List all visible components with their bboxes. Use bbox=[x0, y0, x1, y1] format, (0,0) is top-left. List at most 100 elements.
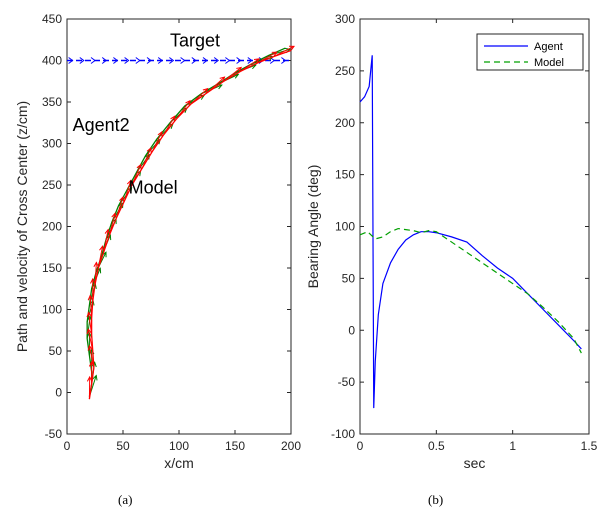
y-tick-label: 0 bbox=[55, 386, 62, 400]
y-tick-label: 50 bbox=[342, 271, 356, 285]
y-tick-label: 0 bbox=[348, 323, 355, 337]
annotation-agent2: Agent2 bbox=[73, 115, 130, 135]
y-axis-label: Bearing Angle (deg) bbox=[305, 165, 321, 289]
target-arrow bbox=[247, 57, 253, 64]
velocity-arrow-agent2 bbox=[145, 139, 161, 157]
velocity-arrow-model bbox=[151, 131, 163, 153]
y-tick-label: -50 bbox=[45, 427, 63, 441]
target-arrow bbox=[101, 57, 108, 64]
target-arrow bbox=[281, 57, 287, 64]
velocity-arrow-model bbox=[273, 45, 295, 57]
y-tick-label: -50 bbox=[338, 375, 356, 389]
y-tick-label: 450 bbox=[42, 12, 62, 26]
arrow-head-model bbox=[289, 45, 295, 51]
x-axis-label: sec bbox=[464, 455, 486, 471]
y-tick-label: 400 bbox=[42, 54, 62, 68]
legend-label-agent: Agent bbox=[534, 41, 563, 53]
legend-box bbox=[476, 33, 584, 71]
arrow-head-model bbox=[99, 245, 105, 252]
annotation-target: Target bbox=[170, 30, 220, 50]
x-tick-label: 50 bbox=[116, 439, 130, 453]
target-arrow bbox=[202, 57, 208, 64]
velocity-arrow-model bbox=[123, 180, 132, 202]
velocity-arrow-model bbox=[88, 312, 93, 335]
velocity-arrow-model bbox=[131, 164, 142, 186]
y-tick-label: 300 bbox=[42, 137, 62, 151]
arrow-head-agent2 bbox=[126, 186, 133, 193]
arrow-head-model bbox=[170, 115, 176, 122]
target-arrow bbox=[225, 57, 231, 64]
arrow-head-model bbox=[86, 328, 92, 335]
velocity-arrow-model bbox=[94, 262, 97, 285]
velocity-arrow-model bbox=[87, 329, 94, 352]
velocity-arrow-model bbox=[190, 88, 209, 105]
x-tick-label: 0.5 bbox=[428, 439, 445, 453]
x-tick-label: 150 bbox=[225, 439, 245, 453]
velocity-arrow-model bbox=[176, 100, 191, 119]
arrow-head-model bbox=[126, 179, 133, 186]
x-tick-label: 1 bbox=[509, 439, 516, 453]
arrow-head-model bbox=[219, 76, 226, 82]
x-tick-label: 1.5 bbox=[581, 439, 598, 453]
velocity-arrow-model bbox=[97, 246, 104, 269]
arrow-head-model bbox=[202, 87, 209, 94]
plot-frame bbox=[359, 18, 590, 435]
arrow-head-agent2 bbox=[92, 374, 98, 381]
target-arrow bbox=[124, 57, 130, 64]
y-axis-label: Path and velocity of Cross Center (z/cm) bbox=[14, 101, 30, 352]
y-tick-label: 250 bbox=[42, 178, 62, 192]
arrow-head-model bbox=[236, 66, 243, 73]
x-axis-label: x/cm bbox=[164, 455, 194, 471]
velocity-arrow-model bbox=[162, 115, 176, 136]
y-tick-label: 50 bbox=[49, 344, 63, 358]
velocity-arrow-model bbox=[207, 76, 225, 93]
y-tick-label: -100 bbox=[331, 427, 355, 441]
arrow-head-model bbox=[90, 277, 96, 284]
velocity-arrow-model bbox=[89, 295, 93, 318]
velocity-arrow-model bbox=[257, 51, 278, 64]
velocity-arrow-model bbox=[240, 58, 260, 72]
chart-a-path-velocity: 0 50 100 150 200-500501001502002503003504004… bbox=[14, 12, 301, 471]
x-tick-label: 200 bbox=[281, 439, 301, 453]
arrow-head-model bbox=[253, 58, 260, 64]
velocity-arrow-model bbox=[141, 147, 152, 169]
y-tick-label: 150 bbox=[42, 261, 62, 275]
target-arrow bbox=[90, 57, 96, 64]
x-tick-label: 100 bbox=[169, 439, 189, 453]
target-arrow bbox=[68, 57, 74, 64]
y-tick-label: 150 bbox=[335, 168, 355, 182]
target-arrow bbox=[135, 57, 141, 64]
annotation-model: Model bbox=[129, 177, 178, 197]
target-arrow bbox=[169, 57, 175, 64]
velocity-arrow-model bbox=[109, 213, 116, 235]
target-arrow bbox=[146, 57, 152, 64]
series-line-agent bbox=[359, 55, 582, 409]
arrow-head-model bbox=[119, 195, 125, 203]
y-tick-label: 350 bbox=[42, 95, 62, 109]
target-arrow bbox=[79, 57, 85, 64]
y-tick-label: 100 bbox=[42, 303, 62, 317]
arrow-head-agent2 bbox=[106, 234, 112, 241]
plot-frame bbox=[66, 18, 292, 435]
path-agent2 bbox=[86, 47, 286, 397]
legend-label-model: Model bbox=[534, 57, 564, 69]
arrow-head-model bbox=[87, 294, 94, 301]
caption-b: (b) bbox=[428, 492, 444, 507]
chart-b-bearing-angle: 0 0.5 1 1.5 -100 -50 0 50 100 150 200 250 300 sec Bear… bbox=[305, 12, 598, 471]
x-tick-label: 0 bbox=[64, 439, 71, 453]
target-arrow bbox=[157, 57, 164, 64]
arrow-head-model bbox=[104, 228, 111, 235]
arrow-head-model bbox=[157, 130, 163, 137]
x-tick-label: 0 bbox=[357, 439, 364, 453]
target-arrow bbox=[180, 57, 186, 64]
caption-a: (a) bbox=[118, 492, 133, 507]
arrow-head-model bbox=[185, 99, 191, 106]
target-arrow bbox=[236, 57, 242, 64]
y-tick-label: 200 bbox=[42, 220, 62, 234]
velocity-arrow-model bbox=[88, 345, 95, 368]
y-tick-label: 200 bbox=[335, 116, 355, 130]
arrow-head-model bbox=[87, 344, 93, 351]
arrow-head-model bbox=[271, 51, 278, 57]
y-tick-label: 300 bbox=[335, 12, 355, 26]
